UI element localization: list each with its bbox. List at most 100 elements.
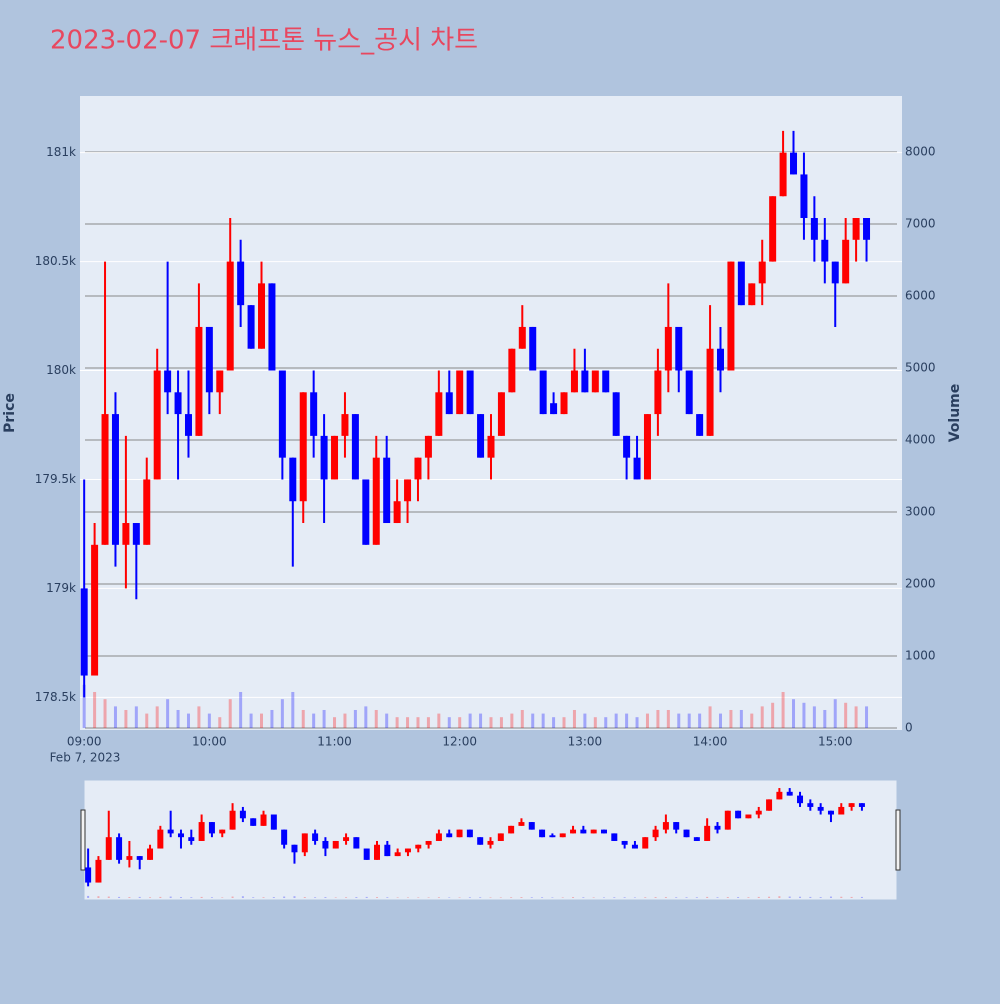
candle-body	[696, 414, 703, 436]
slider-candle-body	[271, 815, 277, 830]
slider-volume-bar	[304, 897, 306, 898]
candle-body	[248, 305, 255, 349]
candle-body	[654, 371, 661, 415]
candle-body	[206, 327, 213, 392]
slider-candle-body	[591, 830, 597, 834]
slider-volume-bar	[128, 897, 130, 898]
candle-body	[613, 392, 620, 436]
volume-bar	[834, 699, 837, 728]
slider-volume-bar	[108, 897, 110, 898]
slider-candle-body	[488, 841, 494, 845]
volume-bar	[813, 706, 816, 728]
volume-bar	[375, 710, 378, 728]
candle-body	[529, 327, 536, 371]
slider-volume-bar	[345, 897, 347, 898]
slider-candle-body	[302, 833, 308, 852]
volume-bar	[302, 710, 305, 728]
slider-volume-bar	[541, 897, 543, 898]
volume-bar	[135, 706, 138, 728]
candle-body	[216, 371, 223, 393]
slider-volume-bar	[232, 897, 234, 898]
candle-body	[717, 349, 724, 371]
volume-bar	[583, 714, 586, 728]
slider-handle-left[interactable]	[81, 810, 85, 870]
volume-bar	[312, 714, 315, 728]
plot-area	[80, 96, 902, 730]
volume-bar	[750, 714, 753, 728]
slider-candle-body	[807, 803, 813, 807]
volume-bar	[260, 714, 263, 728]
volume-bar	[197, 706, 200, 728]
slider-volume-bar	[727, 897, 729, 898]
volume-bar	[656, 710, 659, 728]
y-axis-title: Price	[2, 393, 18, 433]
volume-bar	[667, 710, 670, 728]
volume-bar	[542, 714, 545, 728]
candle-body	[853, 218, 860, 240]
candle-body	[300, 392, 307, 501]
x-tick-label: 11:00	[317, 735, 352, 749]
slider-handle-right[interactable]	[896, 810, 900, 870]
slider-candle-body	[240, 811, 246, 819]
slider-candle-body	[312, 833, 318, 841]
volume-bar	[291, 692, 294, 728]
slider-candle-body	[601, 830, 607, 834]
candle-body	[488, 436, 495, 458]
slider-candle-body	[735, 811, 741, 819]
x-tick-label: 13:00	[568, 735, 603, 749]
candle-body	[456, 371, 463, 415]
candle-body	[467, 371, 474, 415]
slider-volume-bar	[273, 897, 275, 898]
volume-bar	[490, 717, 493, 728]
slider-volume-bar	[366, 897, 368, 898]
slider-volume-bar	[820, 897, 822, 898]
slider-candle-body	[436, 833, 442, 841]
volume-bar	[218, 717, 221, 728]
y-tick-label: 180k	[46, 363, 76, 377]
slider-candle-body	[364, 849, 370, 860]
slider-candle-body	[219, 830, 225, 834]
volume-bar	[771, 703, 774, 728]
volume-bar	[594, 717, 597, 728]
slider-candle-body	[828, 811, 834, 815]
candle-body	[102, 414, 109, 545]
slider-candle-body	[632, 845, 638, 849]
slider-volume-bar	[830, 897, 832, 898]
volume-bar	[729, 710, 732, 728]
candle-body	[227, 262, 234, 371]
candle-body	[738, 262, 745, 306]
volume-bar	[865, 706, 868, 728]
slider-candle-body	[157, 830, 163, 849]
slider-candle-body	[147, 849, 153, 860]
slider-candle-body	[849, 803, 855, 807]
y2-tick-label: 1000	[905, 648, 936, 662]
candle-body	[634, 458, 641, 480]
slider-candle-body	[384, 845, 390, 856]
volume-bar	[364, 706, 367, 728]
slider-volume-bar	[87, 896, 89, 898]
volume-bar	[761, 706, 764, 728]
volume-bar	[416, 717, 419, 728]
slider-volume-bar	[190, 897, 192, 898]
volume-bar	[448, 717, 451, 728]
slider-volume-bar	[159, 897, 161, 898]
slider-volume-bar	[665, 897, 667, 898]
volume-bar	[698, 714, 701, 728]
candle-body	[842, 240, 849, 284]
candle-body	[268, 283, 275, 370]
volume-bar	[604, 717, 607, 728]
candle-body	[800, 174, 807, 218]
slider-volume-bar	[118, 897, 120, 898]
volume-bar	[333, 717, 336, 728]
y-tick-label: 180.5k	[35, 254, 76, 268]
volume-bar	[855, 706, 858, 728]
volume-bar	[145, 714, 148, 728]
candle-body	[195, 327, 202, 436]
slider-candle-body	[518, 822, 524, 826]
y2-tick-label: 0	[905, 720, 913, 734]
volume-bar	[844, 703, 847, 728]
slider-candle-body	[250, 818, 256, 826]
y-tick-label: 179.5k	[35, 472, 76, 486]
candle-body	[352, 414, 359, 479]
slider-volume-bar	[97, 896, 99, 898]
